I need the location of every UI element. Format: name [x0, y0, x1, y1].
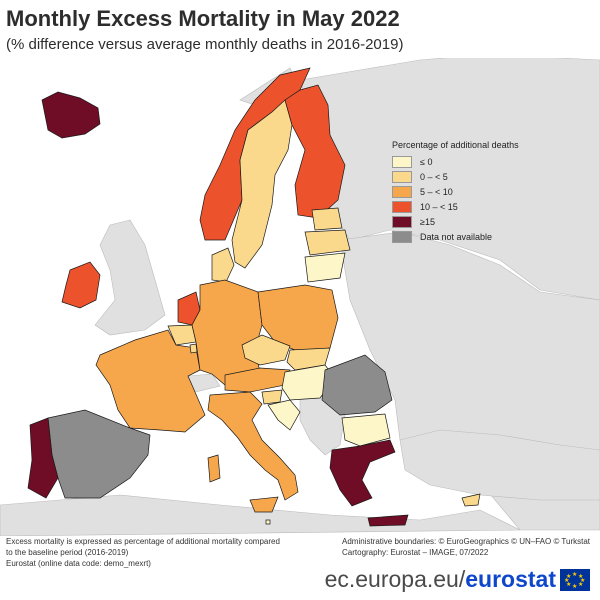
legend-title: Percentage of additional deaths — [392, 140, 519, 150]
legend-item: 5 – < 10 — [392, 184, 550, 199]
country-hungary — [281, 364, 336, 401]
footnote-left: Excess mortality is expressed as percent… — [6, 536, 316, 569]
country-germany — [191, 279, 263, 386]
legend-label: ≥15 — [420, 216, 435, 227]
non-eu-land-uk — [94, 219, 166, 336]
legend-item: 0 – < 5 — [392, 169, 550, 184]
map-title: Monthly Excess Mortality in May 2022 — [6, 6, 400, 31]
brand-prefix: ec.europa.eu/ — [324, 566, 466, 592]
legend-swatch — [392, 185, 412, 198]
country-malta — [265, 519, 271, 525]
legend-item: ≥15 — [392, 214, 550, 229]
non-eu-land-turkey — [399, 429, 600, 501]
eurostat-brand[interactable]: ec.europa.eu/eurostat ★ ★ ★ ★ ★ ★ ★ ★ — [325, 566, 590, 593]
country-greece — [329, 439, 396, 507]
footnote-right: Administrative boundaries: © EuroGeograp… — [342, 536, 597, 558]
country-bulgaria — [341, 413, 391, 447]
country-cyprus — [461, 493, 481, 507]
footnote-admin: Administrative boundaries: © EuroGeograp… — [342, 537, 591, 546]
country-ireland — [61, 261, 101, 309]
country-portugal — [27, 417, 59, 499]
legend-swatch — [392, 155, 412, 168]
legend-label: 5 – < 10 — [420, 186, 453, 197]
legend-swatch — [392, 215, 412, 228]
country-latvia — [304, 229, 351, 256]
footnote-note-line1: Excess mortality is expressed as percent… — [6, 537, 280, 546]
country-italy — [207, 391, 299, 501]
legend-item: Data not available — [392, 229, 550, 244]
country-lithuania — [304, 252, 346, 283]
footnote-cartography: Cartography: Eurostat – IMAGE, 07/2022 — [342, 548, 489, 557]
legend-label: ≤ 0 — [420, 156, 433, 167]
eu-flag-icon: ★ ★ ★ ★ ★ ★ ★ ★ — [560, 568, 590, 591]
country-iceland — [41, 91, 101, 139]
legend-label: Data not available — [420, 231, 493, 242]
country-czechia — [241, 334, 291, 366]
country-luxembourg — [189, 343, 198, 354]
legend-swatch — [392, 200, 412, 213]
legend-item: ≤ 0 — [392, 154, 550, 169]
footnote-source: Eurostat (online data code: demo_mexrt) — [6, 559, 151, 568]
map-canvas — [0, 58, 600, 536]
country-france — [95, 329, 206, 433]
legend-item: 10 – < 15 — [392, 199, 550, 214]
legend-swatch — [392, 170, 412, 183]
brand-name: eurostat — [465, 566, 556, 592]
country-greece-crete — [367, 514, 409, 527]
country-denmark — [211, 247, 235, 283]
map-legend: Percentage of additional deaths ≤ 0 0 – … — [392, 140, 550, 244]
legend-swatch — [392, 230, 412, 243]
country-estonia — [311, 207, 343, 231]
country-sweden — [231, 99, 293, 269]
legend-label: 0 – < 5 — [420, 171, 448, 182]
country-romania — [321, 354, 393, 416]
country-italy-sicily — [249, 496, 279, 513]
map-subtitle: (% difference versus average monthly dea… — [6, 36, 404, 53]
legend-label: 10 – < 15 — [420, 201, 458, 212]
country-croatia — [267, 399, 301, 431]
country-italy-sardinia — [207, 454, 221, 483]
footnote-note-line2: to the baseline period (2016-2019) — [6, 548, 129, 557]
country-slovenia — [261, 389, 283, 405]
